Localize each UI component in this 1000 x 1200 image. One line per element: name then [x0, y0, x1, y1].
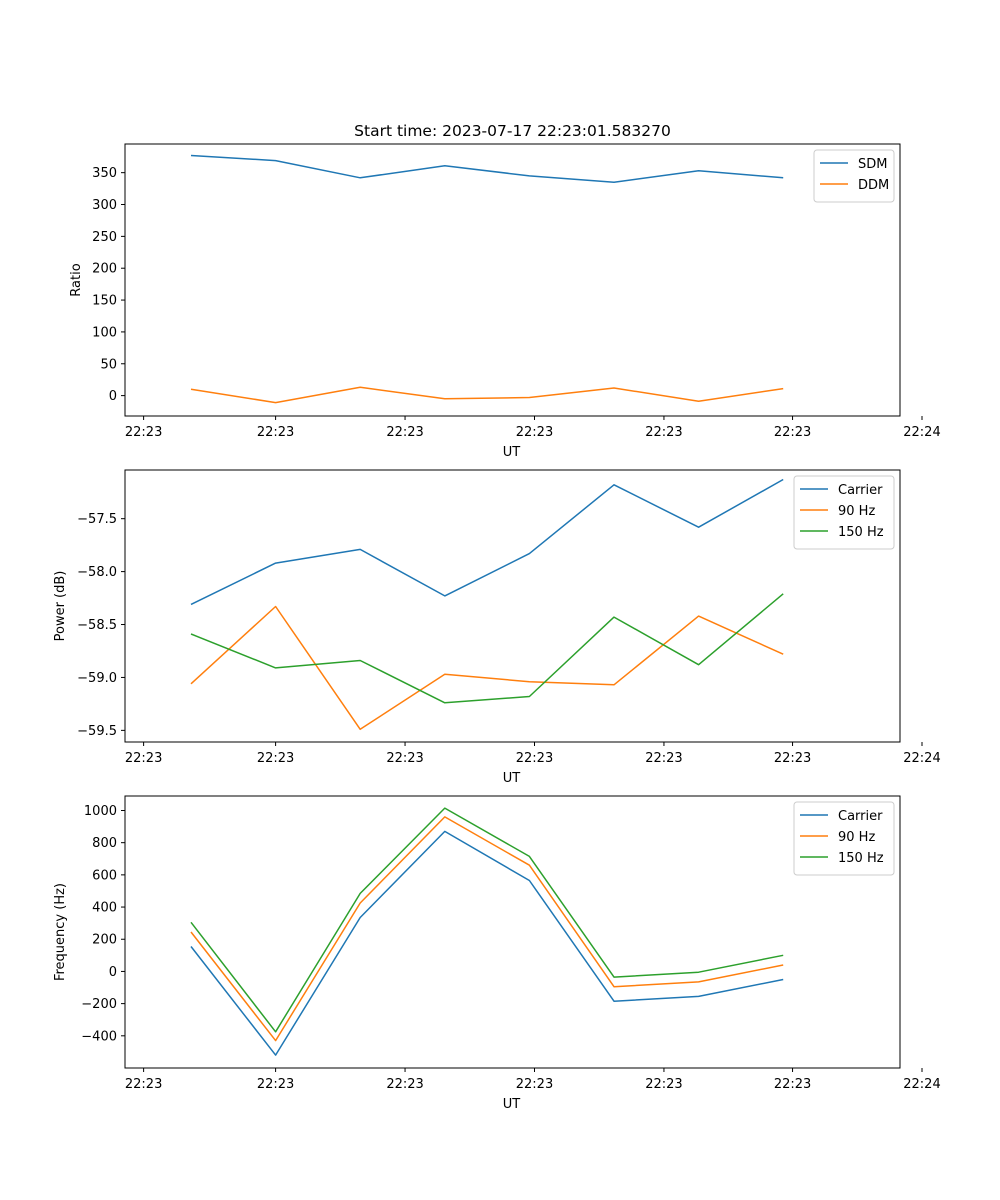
x-tick-label: 22:23 [125, 425, 162, 440]
series-line-sdm [190, 154, 784, 183]
x-tick-label: 22:23 [645, 425, 682, 440]
y-tick-label: 300 [92, 198, 117, 213]
legend-label: Carrier [838, 809, 883, 824]
x-tick-label: 22:23 [774, 1077, 811, 1092]
x-tick-label: 22:24 [903, 751, 940, 766]
x-tick-label: 22:23 [257, 1077, 294, 1092]
x-tick-label: 22:23 [516, 1077, 553, 1092]
x-tick-label: 22:23 [125, 751, 162, 766]
y-tick-label: −58.0 [77, 565, 117, 580]
y-tick-label: −58.5 [77, 618, 117, 633]
legend-label: 150 Hz [838, 525, 884, 540]
x-tick-label: 22:23 [125, 1077, 162, 1092]
legend: SDM DDM [813, 149, 895, 203]
chart-panel-1: 22:23 22:23 22:23 22:23 22:23 22:23 22:24 0 50 10… [69, 122, 941, 460]
legend-label: 90 Hz [838, 504, 875, 519]
series-line-carrier [190, 830, 784, 1056]
y-tick-label: 250 [92, 230, 117, 245]
chart-panel-2: 22:23 22:23 22:23 22:23 22:23 22:23 22:24 −57.5… [53, 469, 941, 786]
legend-label: SDM [858, 157, 887, 172]
x-tick-label: 22:23 [774, 425, 811, 440]
axes-frame [124, 469, 901, 743]
legend-label: 150 Hz [838, 851, 884, 866]
series-line-carrier [190, 478, 784, 606]
x-tick-label: 22:23 [645, 1077, 682, 1092]
y-tick-label: 600 [92, 868, 117, 883]
y-tick-label: −57.5 [77, 512, 117, 527]
legend: Carrier 90 Hz 150 Hz [793, 801, 895, 876]
legend-label: Carrier [838, 483, 883, 498]
x-tick-label: 22:24 [903, 1077, 940, 1092]
series-line-90-hz [190, 816, 784, 1042]
x-tick-label: 22:23 [516, 751, 553, 766]
y-axis-label: Frequency (Hz) [53, 883, 68, 981]
series-line-ddm [190, 386, 784, 404]
legend: Carrier 90 Hz 150 Hz [793, 475, 895, 550]
y-tick-label: 100 [92, 325, 117, 340]
x-axis-label: UT [503, 1097, 521, 1112]
y-tick-label: 400 [92, 901, 117, 916]
y-tick-label: −400 [81, 1029, 117, 1044]
axes-frame [124, 795, 901, 1069]
y-axis-label: Power (dB) [53, 571, 68, 642]
y-tick-label: 200 [92, 262, 117, 277]
y-tick-label: 350 [92, 166, 117, 181]
x-tick-label: 22:23 [386, 425, 423, 440]
x-tick-label: 22:23 [645, 751, 682, 766]
x-tick-label: 22:23 [516, 425, 553, 440]
x-tick-label: 22:23 [257, 425, 294, 440]
x-axis-label: UT [503, 771, 521, 786]
y-tick-label: 0 [109, 965, 117, 980]
axes-frame [124, 143, 901, 417]
x-tick-label: 22:23 [257, 751, 294, 766]
y-tick-label: 50 [100, 357, 117, 372]
y-tick-label: 200 [92, 933, 117, 948]
series-line-90-hz [190, 605, 784, 731]
x-tick-label: 22:23 [386, 751, 423, 766]
y-axis-label: Ratio [69, 263, 84, 296]
x-tick-label: 22:23 [774, 751, 811, 766]
y-tick-label: −59.5 [77, 724, 117, 739]
y-tick-label: 1000 [84, 804, 117, 819]
y-tick-label: 0 [109, 389, 117, 404]
y-tick-label: −200 [81, 997, 117, 1012]
chart-title: Start time: 2023-07-17 22:23:01.583270 [354, 122, 671, 140]
chart-panel-3: 22:23 22:23 22:23 22:23 22:23 22:23 22:24 −400 −… [53, 795, 941, 1112]
legend-label: DDM [858, 178, 889, 193]
x-axis-label: UT [503, 445, 521, 460]
y-tick-label: 150 [92, 294, 117, 309]
legend-label: 90 Hz [838, 830, 875, 845]
series-line-150-hz [190, 807, 784, 1033]
x-tick-label: 22:24 [903, 425, 940, 440]
x-tick-label: 22:23 [386, 1077, 423, 1092]
y-tick-label: −59.0 [77, 671, 117, 686]
y-tick-label: 800 [92, 836, 117, 851]
series-line-150-hz [190, 593, 784, 704]
